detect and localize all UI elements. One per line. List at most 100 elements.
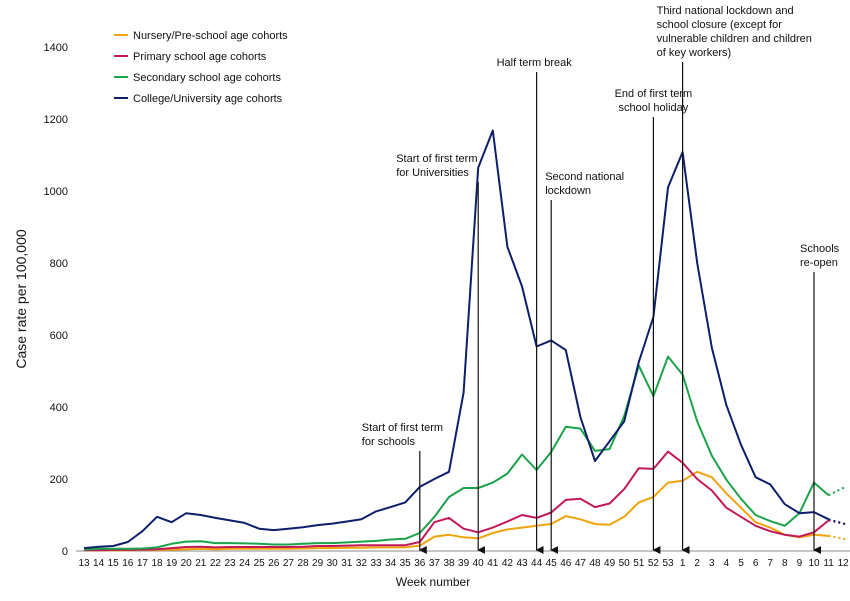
series-line xyxy=(83,355,830,551)
y-tick-label: 1400 xyxy=(44,42,68,54)
annotation-line: Schools xyxy=(800,243,840,255)
x-tick-label: 31 xyxy=(341,558,353,569)
y-tick-label: 400 xyxy=(50,402,68,414)
x-tick-label: 15 xyxy=(108,558,120,569)
x-tick-label: 52 xyxy=(648,558,660,569)
x-tick-label: 29 xyxy=(312,558,324,569)
x-tick-label: 42 xyxy=(502,558,514,569)
x-tick-label: 3 xyxy=(709,558,715,569)
x-tick-label: 18 xyxy=(151,558,163,569)
annotation-line: school holiday xyxy=(619,102,689,114)
y-tick-label: 600 xyxy=(50,330,68,342)
x-tick-label: 36 xyxy=(414,558,426,569)
x-tick-label: 17 xyxy=(137,558,149,569)
x-tick-label: 21 xyxy=(195,558,207,569)
x-tick-label: 50 xyxy=(619,558,631,569)
x-tick-label: 6 xyxy=(753,558,759,569)
x-tick-label: 1 xyxy=(680,558,686,569)
annotation-line: Start of first term xyxy=(396,153,477,165)
y-tick-label: 800 xyxy=(50,258,68,270)
annotation-line: lockdown xyxy=(545,185,591,197)
x-tick-label: 53 xyxy=(662,558,674,569)
y-tick-label: 1200 xyxy=(44,114,68,126)
x-tick-label: 33 xyxy=(370,558,382,569)
annotation-line: vulnerable children and children xyxy=(657,33,812,45)
x-tick-label: 35 xyxy=(400,558,412,569)
x-tick-label: 49 xyxy=(604,558,616,569)
legend: Nursery/Pre-school age cohorts Primary sc… xyxy=(114,30,288,105)
x-tick-label: 10 xyxy=(808,558,820,569)
x-tick-label: 8 xyxy=(782,558,788,569)
x-tick-label: 22 xyxy=(210,558,222,569)
x-tick-label: 34 xyxy=(385,558,397,569)
legend-label: College/University age cohorts xyxy=(133,93,283,105)
x-tick-label: 4 xyxy=(724,558,730,569)
x-tick-label: 30 xyxy=(327,558,339,569)
y-axis-title: Case rate per 100,000 xyxy=(13,229,29,369)
x-tick-label: 13 xyxy=(78,558,90,569)
x-tick-label: 2 xyxy=(694,558,700,569)
x-tick-label: 44 xyxy=(531,558,543,569)
series-lines xyxy=(83,129,846,552)
y-tick-label: 1000 xyxy=(44,186,68,198)
x-tick-label: 25 xyxy=(254,558,266,569)
x-tick-label: 16 xyxy=(122,558,134,569)
series-line xyxy=(84,470,829,552)
annotation-line: Start of first term xyxy=(362,422,443,434)
x-tick-label: 26 xyxy=(268,558,280,569)
series-line xyxy=(83,129,830,550)
legend-label: Nursery/Pre-school age cohorts xyxy=(133,30,288,42)
x-tick-label: 28 xyxy=(297,558,309,569)
annotation-label: Schools re-open xyxy=(800,243,840,269)
x-tick-label: 14 xyxy=(93,558,105,569)
x-tick-label: 5 xyxy=(738,558,744,569)
annotation-label: Start of first term for schools xyxy=(362,422,443,448)
y-tick-label: 0 xyxy=(62,546,68,558)
x-tick-label: 43 xyxy=(516,558,528,569)
series-projection-line xyxy=(828,534,846,541)
x-tick-label: 11 xyxy=(823,558,834,569)
annotation-label: Third national lockdown and school closur… xyxy=(657,5,812,59)
x-tick-label: 40 xyxy=(473,558,485,569)
x-tick-label: 39 xyxy=(458,558,470,569)
series-projection-line xyxy=(828,519,846,525)
annotation-line: school closure (except for xyxy=(657,19,783,31)
annotation-line: Half term break xyxy=(497,57,573,69)
x-tick-label: 46 xyxy=(560,558,572,569)
annotation-label: Second national lockdown xyxy=(545,171,624,197)
x-tick-label: 12 xyxy=(838,558,850,569)
x-tick-label: 7 xyxy=(767,558,773,569)
axes: 13 14 15 16 17 18 19 20 21 22 23 24 25 26 27 28 29 30 31 32… xyxy=(44,42,850,569)
x-tick-label: 20 xyxy=(181,558,193,569)
x-axis-title: Week number xyxy=(396,575,470,589)
x-tick-label: 45 xyxy=(546,558,558,569)
annotation-label: Half term break xyxy=(497,57,573,69)
annotation-line: for Universities xyxy=(396,167,469,179)
x-tick-label: 32 xyxy=(356,558,368,569)
annotation-line: Third national lockdown and xyxy=(657,5,794,17)
x-tick-label: 48 xyxy=(589,558,601,569)
x-tick-label: 24 xyxy=(239,558,251,569)
x-tick-label: 27 xyxy=(283,558,295,569)
annotation-line: Second national xyxy=(545,171,624,183)
legend-label: Primary school age cohorts xyxy=(133,51,267,63)
x-tick-label: 51 xyxy=(633,558,645,569)
x-tick-label: 41 xyxy=(487,558,499,569)
annotation-label: Start of first term for Universities xyxy=(396,153,477,179)
series-line xyxy=(84,450,830,552)
series-projection-line xyxy=(828,486,846,497)
x-tick-label: 19 xyxy=(166,558,178,569)
x-tick-label: 47 xyxy=(575,558,587,569)
series-projection-line xyxy=(828,518,846,525)
annotation-line: of key workers) xyxy=(657,47,732,59)
x-tick-label: 9 xyxy=(797,558,803,569)
annotation-line: End of first term xyxy=(615,88,693,100)
annotation-label: End of first term school holiday xyxy=(615,88,693,114)
annotation-line: for schools xyxy=(362,436,416,448)
x-tick-label: 38 xyxy=(443,558,455,569)
legend-label: Secondary school age cohorts xyxy=(133,72,281,84)
y-tick-label: 200 xyxy=(50,474,68,486)
x-tick-label: 37 xyxy=(429,558,441,569)
